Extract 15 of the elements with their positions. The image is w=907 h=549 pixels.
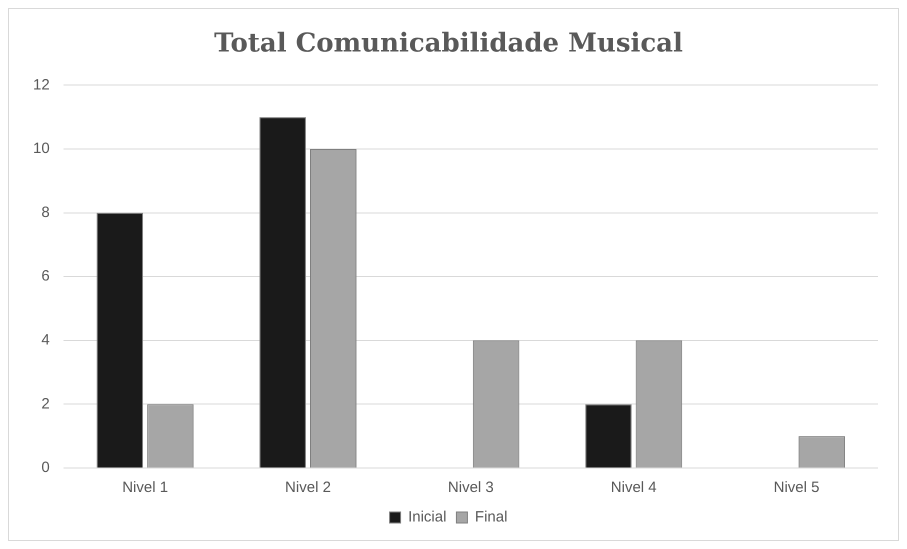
y-tick-label: 6 (41, 268, 50, 285)
y-tick-label: 8 (41, 204, 50, 221)
x-tick-label: Nivel 3 (448, 479, 494, 496)
y-tick-label: 2 (41, 395, 50, 412)
x-tick-label: Nivel 1 (122, 479, 168, 496)
y-tick-label: 10 (32, 140, 50, 158)
y-tick-label: 0 (41, 459, 50, 476)
x-tick-label: Nivel 2 (285, 479, 331, 496)
x-tick-label: Nivel 5 (774, 479, 820, 496)
legend-label: Inicial (408, 508, 446, 526)
chart-title: Total Comunicabilidade Musical (214, 28, 683, 58)
y-tick-label: 12 (32, 76, 50, 94)
legend-label: Final (474, 508, 508, 526)
x-tick-label: Nivel 4 (610, 479, 657, 496)
y-tick-label: 4 (41, 332, 50, 349)
